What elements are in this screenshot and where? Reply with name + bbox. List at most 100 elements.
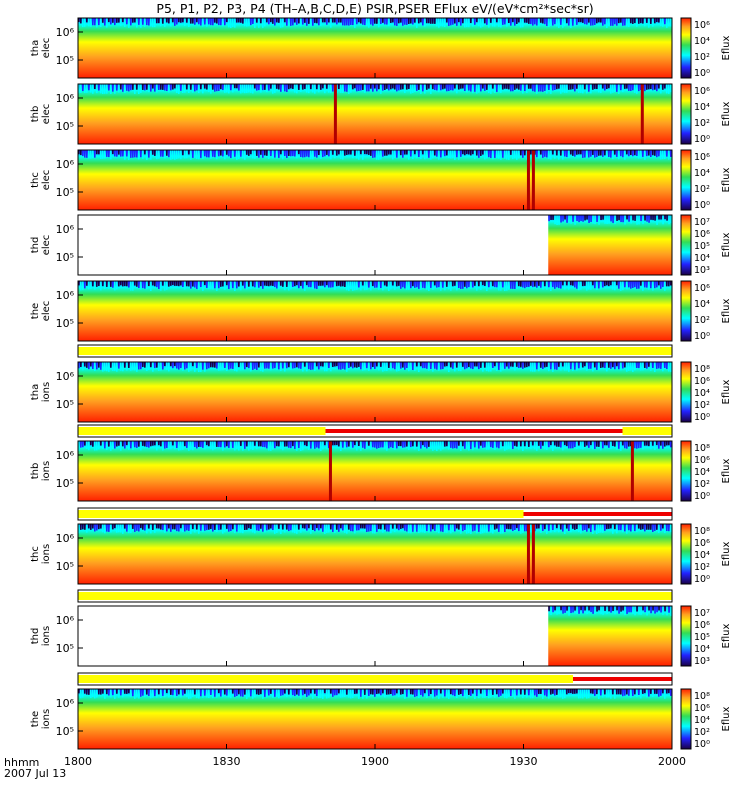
colorbar-tick-label: 10⁶ — [694, 538, 710, 549]
colorbar-tick-label: 10⁶ — [694, 86, 710, 97]
mode-bar — [77, 424, 673, 438]
mode-bar — [77, 672, 673, 686]
x-tick-label: 2000 — [658, 755, 686, 768]
noise-strip — [78, 150, 672, 160]
colorbar-tick-label: 10⁶ — [694, 229, 710, 240]
colorbar-tick-label: 10⁰ — [694, 491, 710, 502]
colorbar-tick-label: 10⁴ — [694, 715, 710, 726]
spike-mark — [526, 524, 530, 584]
y-tick-label: 10⁶ — [56, 532, 75, 545]
colorbar-tick-label: 10⁴ — [694, 36, 710, 47]
panel-the-elec: 10⁶ 10⁵ theelec 10⁶ 10⁴ 10² 10⁰ Eflux — [30, 280, 732, 342]
y-tick-label: 10⁵ — [56, 560, 74, 573]
colorbar-tick-label: 10⁰ — [694, 68, 710, 79]
colorbar-tick-label: 10⁰ — [694, 331, 710, 342]
colorbar-tick-label: 10⁶ — [694, 152, 710, 163]
y-tick-label: 10⁶ — [56, 449, 75, 462]
spectrogram-fill — [78, 18, 672, 78]
colorbar-tick-label: 10³ — [694, 265, 710, 276]
noise-strip — [78, 524, 672, 534]
colorbar-label: Eflux — [721, 232, 732, 257]
mode-segment-yellow — [622, 427, 672, 435]
mode-bar — [77, 507, 673, 521]
colorbar-tick-label: 10³ — [694, 656, 710, 667]
y-tick-label: 10⁵ — [56, 477, 74, 490]
spike-mark — [333, 84, 337, 144]
noise-strip — [78, 84, 672, 94]
colorbar-tick-label: 10⁴ — [694, 253, 710, 264]
y-tick-label: 10⁶ — [56, 26, 75, 39]
colorbar-tick-label: 10⁰ — [694, 200, 710, 211]
spectrogram-fill — [78, 441, 672, 501]
spike-mark — [630, 441, 634, 501]
date-label: 2007 Jul 13 — [4, 767, 67, 780]
colorbar-tick-label: 10² — [694, 184, 710, 195]
panel-thc-elec: 10⁶ 10⁵ thcelec 10⁶ 10⁴ 10² 10⁰ Eflux — [30, 149, 732, 211]
y-axis-label: theions — [30, 709, 52, 729]
colorbar-tick-label: 10⁰ — [694, 134, 710, 145]
colorbar: 10⁶ 10⁴ 10² 10⁰ Eflux — [680, 83, 732, 145]
colorbar-label: Eflux — [721, 298, 732, 323]
noise-strip — [78, 441, 672, 451]
colorbar-tick-label: 10⁸ — [694, 526, 710, 537]
colorbar-tick-label: 10⁵ — [694, 632, 710, 643]
noise-strip — [78, 18, 672, 28]
colorbar: 10⁶ 10⁴ 10² 10⁰ Eflux — [680, 17, 732, 79]
spectrogram-fill — [548, 606, 672, 666]
y-tick-label: 10⁵ — [56, 54, 74, 67]
colorbar-tick-label: 10⁴ — [694, 168, 710, 179]
colorbar-tick-label: 10⁶ — [694, 283, 710, 294]
colorbar-tick-label: 10² — [694, 315, 710, 326]
y-tick-label: 10⁶ — [56, 370, 75, 383]
spike-mark — [526, 150, 530, 210]
spectrogram-fill — [78, 84, 672, 144]
colorbar-tick-label: 10² — [694, 479, 710, 490]
colorbar-tick-label: 10⁴ — [694, 102, 710, 113]
mode-segment-yellow — [78, 510, 524, 518]
y-tick-label: 10⁵ — [56, 120, 74, 133]
y-axis-label: thdelec — [30, 235, 52, 256]
mode-bar — [77, 589, 673, 603]
mode-segment-yellow — [78, 675, 573, 683]
colorbar-tick-label: 10⁴ — [694, 388, 710, 399]
colorbar-tick-label: 10⁵ — [694, 241, 710, 252]
colorbar-tick-label: 10⁸ — [694, 364, 710, 375]
colorbar-tick-label: 10⁰ — [694, 739, 710, 750]
y-axis-label: theelec — [30, 301, 52, 322]
y-tick-label: 10⁵ — [56, 317, 74, 330]
colorbar-tick-label: 10⁸ — [694, 443, 710, 454]
y-axis-label: thdions — [30, 626, 52, 646]
spectrogram-fill — [78, 150, 672, 210]
colorbar-tick-label: 10⁸ — [694, 691, 710, 702]
y-axis-label: thaions — [30, 382, 52, 402]
colorbar-tick-label: 10⁴ — [694, 644, 710, 655]
colorbar-tick-label: 10⁴ — [694, 299, 710, 310]
spike-mark — [640, 84, 644, 144]
colorbar-tick-label: 10⁰ — [694, 574, 710, 585]
time-format-label: hhmm — [4, 756, 40, 769]
colorbar-label: Eflux — [721, 379, 732, 404]
colorbar-tick-label: 10⁶ — [694, 620, 710, 631]
y-tick-label: 10⁶ — [56, 614, 75, 627]
colorbar-label: Eflux — [721, 623, 732, 648]
colorbar: 10⁶ 10⁴ 10² 10⁰ Eflux — [680, 149, 732, 211]
panel-thb-elec: 10⁶ 10⁵ thbelec 10⁶ 10⁴ 10² 10⁰ Eflux — [30, 83, 732, 145]
colorbar-tick-label: 10⁶ — [694, 455, 710, 466]
mode-segment-red — [325, 429, 623, 433]
colorbar-tick-label: 10⁷ — [694, 608, 710, 619]
spectrogram-fill — [78, 362, 672, 422]
y-tick-label: 10⁶ — [56, 158, 75, 171]
mode-segment-yellow — [78, 592, 672, 600]
noise-strip — [78, 281, 672, 291]
colorbar-tick-label: 10⁷ — [694, 217, 710, 228]
